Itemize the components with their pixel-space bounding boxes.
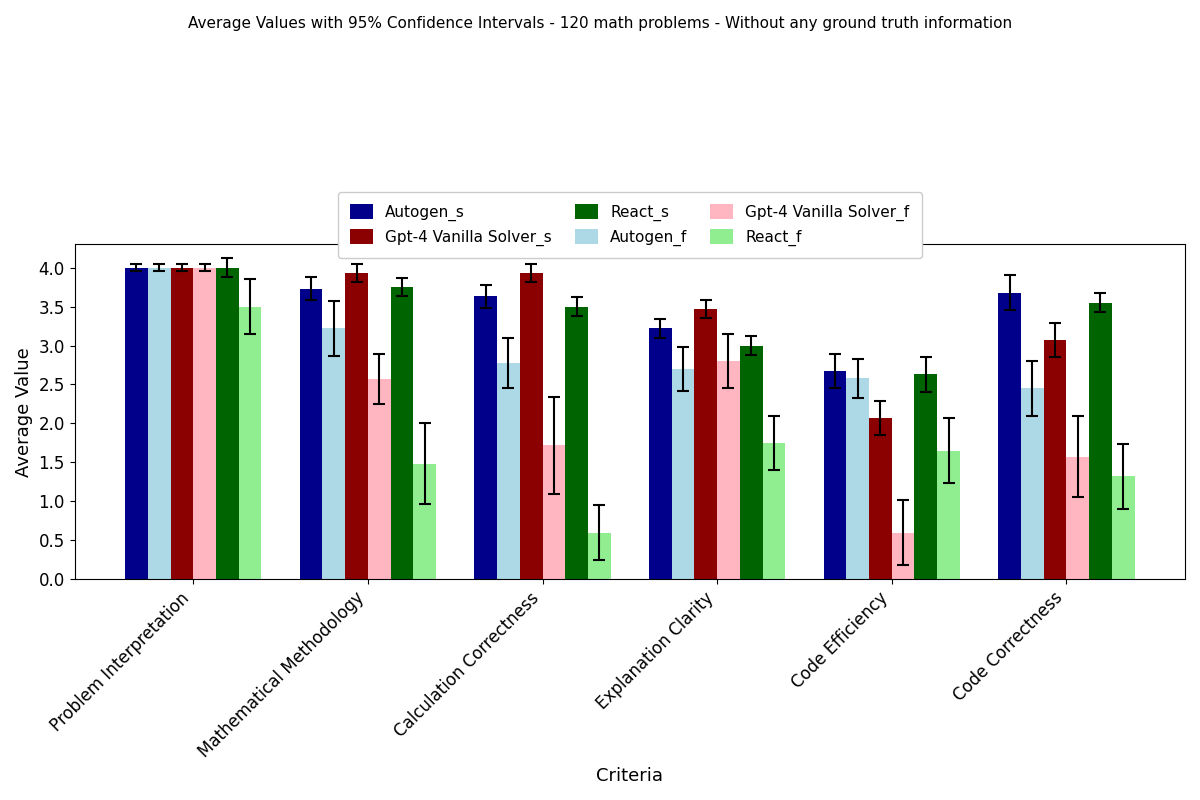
Bar [300, 289, 323, 579]
Bar [170, 268, 193, 579]
Bar [148, 268, 170, 579]
Bar [823, 371, 846, 579]
Bar [846, 378, 869, 579]
Bar [869, 418, 892, 579]
Bar [368, 379, 390, 579]
Bar [914, 374, 937, 579]
Bar [588, 533, 611, 579]
Y-axis label: Average Value: Average Value [16, 347, 34, 477]
Bar [239, 306, 262, 579]
Bar [125, 268, 148, 579]
Text: Average Values with 95% Confidence Intervals - 120 math problems - Without any g: Average Values with 95% Confidence Inter… [188, 16, 1012, 31]
Bar [1067, 457, 1090, 579]
Bar [520, 273, 542, 579]
Bar [892, 533, 914, 579]
Bar [649, 328, 672, 579]
Bar [346, 273, 368, 579]
Bar [718, 361, 740, 579]
Bar [740, 346, 762, 579]
Bar [474, 297, 497, 579]
Bar [390, 287, 413, 579]
Bar [413, 464, 436, 579]
Bar [193, 268, 216, 579]
Bar [762, 443, 785, 579]
X-axis label: Criteria: Criteria [596, 767, 664, 785]
Bar [937, 450, 960, 579]
Bar [565, 306, 588, 579]
Bar [1112, 477, 1134, 579]
Bar [497, 362, 520, 579]
Bar [672, 369, 695, 579]
Bar [1044, 340, 1067, 579]
Bar [216, 268, 239, 579]
Bar [542, 446, 565, 579]
Bar [1090, 302, 1112, 579]
Bar [1021, 388, 1044, 579]
Bar [323, 328, 346, 579]
Legend: Autogen_s, Gpt-4 Vanilla Solver_s, React_s, Autogen_f, Gpt-4 Vanilla Solver_f, R: Autogen_s, Gpt-4 Vanilla Solver_s, React… [338, 191, 922, 258]
Bar [998, 293, 1021, 579]
Bar [695, 309, 718, 579]
